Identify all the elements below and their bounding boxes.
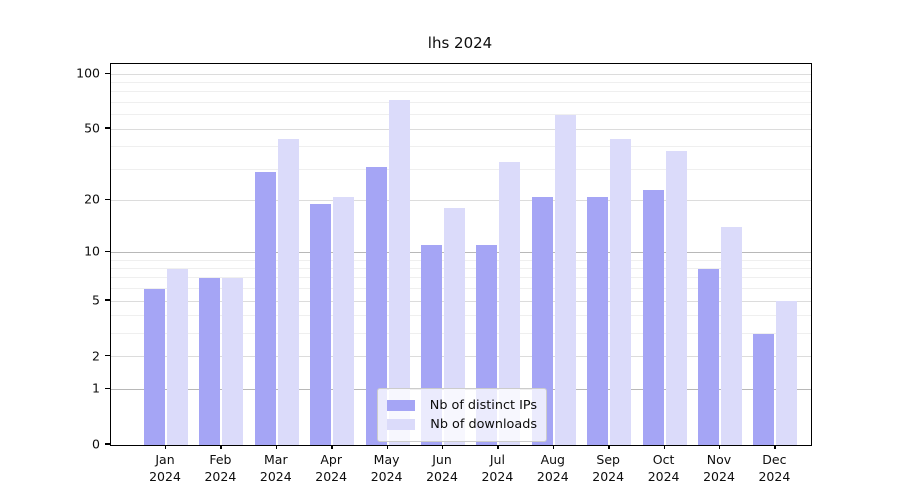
- legend-item: Nb of downloads: [387, 415, 537, 434]
- gridline: [111, 128, 811, 130]
- x-tick-mark: [497, 445, 499, 449]
- y-tick-mark: [105, 355, 110, 357]
- x-tick-mark: [442, 445, 444, 449]
- x-tick-label: Oct 2024: [647, 452, 680, 484]
- y-tick-label: 2: [92, 348, 100, 364]
- bar-downloads: [776, 301, 798, 445]
- x-tick-label: Sep 2024: [592, 452, 625, 484]
- legend-swatch: [387, 400, 415, 411]
- legend-label: Nb of distinct IPs: [429, 398, 537, 413]
- bar-distinct-ips: [642, 189, 664, 445]
- bar-distinct-ips: [365, 166, 387, 445]
- gridline: [111, 146, 811, 148]
- y-tick-label: 50: [84, 120, 100, 136]
- gridline: [111, 199, 811, 201]
- bar-downloads: [721, 227, 742, 445]
- x-tick-label: Mar 2024: [259, 452, 292, 484]
- x-tick-mark: [774, 445, 776, 449]
- y-tick-label: 0: [92, 436, 100, 452]
- legend: Nb of distinct IPs Nb of downloads: [377, 388, 547, 442]
- y-tick-label: 10: [84, 243, 100, 259]
- gridline: [111, 114, 811, 116]
- bar-downloads: [665, 150, 687, 445]
- x-tick-mark: [165, 445, 167, 449]
- bar-distinct-ips: [587, 196, 609, 445]
- y-tick-mark: [105, 250, 110, 253]
- x-tick-label: Nov 2024: [703, 452, 735, 484]
- x-tick-label: Dec 2024: [758, 452, 791, 484]
- x-tick-mark: [552, 445, 555, 449]
- chart-title: lhs 2024: [427, 34, 493, 52]
- bar-downloads: [388, 100, 410, 445]
- bar-distinct-ips: [254, 171, 276, 445]
- bar-distinct-ips: [531, 196, 553, 445]
- x-tick-label: Aug 2024: [536, 452, 569, 484]
- x-tick-mark: [386, 445, 388, 449]
- x-tick-mark: [331, 445, 333, 449]
- gridline: [111, 102, 811, 104]
- bar-downloads: [444, 208, 465, 445]
- x-tick-label: Jul 2024: [481, 452, 514, 484]
- bar-downloads: [167, 268, 188, 445]
- y-tick-mark: [105, 443, 110, 445]
- x-tick-mark: [719, 445, 721, 449]
- y-tick-mark: [105, 387, 110, 389]
- x-tick-label: Feb 2024: [204, 452, 237, 484]
- bar-downloads: [499, 161, 521, 445]
- x-tick-label: Jun 2024: [426, 452, 458, 484]
- y-tick-label: 100: [76, 65, 100, 81]
- y-tick-label: 20: [84, 191, 100, 207]
- x-tick-label: Jan 2024: [149, 452, 181, 484]
- bar-distinct-ips: [144, 288, 165, 445]
- y-tick-label: 5: [92, 292, 100, 308]
- gridline: [111, 73, 811, 75]
- x-tick-mark: [220, 445, 222, 449]
- bar-downloads: [222, 277, 244, 445]
- y-tick-label: 1: [92, 380, 100, 396]
- x-tick-mark: [608, 445, 610, 449]
- bar-downloads: [277, 139, 299, 445]
- gridline: [111, 168, 811, 170]
- gridline: [111, 91, 811, 93]
- y-tick-mark: [105, 198, 110, 201]
- bar-distinct-ips: [199, 277, 221, 445]
- x-tick-mark: [275, 445, 278, 449]
- y-tick-mark: [105, 72, 110, 74]
- bar-distinct-ips: [753, 333, 775, 445]
- bar-downloads: [554, 114, 576, 445]
- bar-downloads: [333, 196, 355, 445]
- y-tick-mark: [105, 299, 110, 301]
- bar-distinct-ips: [310, 204, 332, 445]
- x-tick-label: May 2024: [370, 452, 403, 484]
- x-tick-label: Apr 2024: [315, 452, 348, 484]
- bar-downloads: [610, 139, 632, 445]
- gridline: [111, 82, 811, 84]
- legend-label: Nb of downloads: [430, 417, 537, 432]
- bar-distinct-ips: [698, 268, 719, 445]
- legend-swatch: [387, 419, 415, 430]
- x-tick-mark: [663, 445, 665, 449]
- y-tick-mark: [105, 127, 110, 129]
- legend-item: Nb of distinct IPs: [387, 396, 537, 415]
- plot-area: [110, 63, 812, 446]
